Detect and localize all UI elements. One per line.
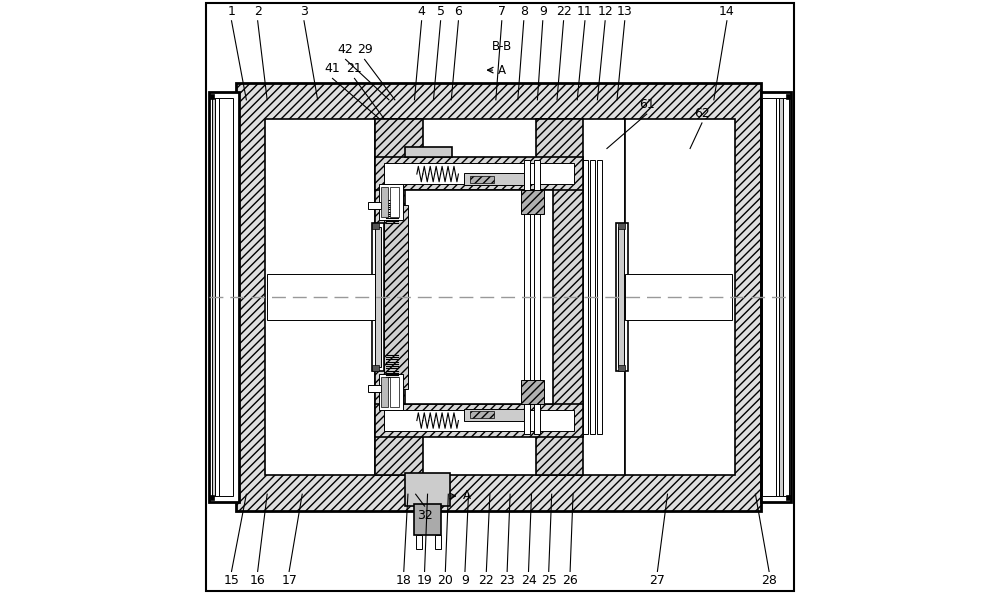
Bar — [375, 157, 583, 190]
Text: 20: 20 — [437, 574, 453, 587]
Text: 25: 25 — [541, 574, 557, 587]
Text: 5: 5 — [437, 5, 445, 18]
Bar — [219, 98, 233, 496]
Bar — [368, 202, 381, 209]
Bar — [236, 83, 761, 511]
Bar — [414, 504, 441, 535]
Bar — [762, 98, 776, 496]
Bar — [267, 274, 375, 320]
Bar — [375, 227, 381, 367]
Bar — [375, 119, 423, 475]
Bar — [786, 94, 790, 99]
Bar — [470, 411, 494, 418]
Bar — [210, 94, 214, 99]
Bar — [618, 365, 625, 371]
Text: B-B: B-B — [492, 40, 512, 53]
Text: 6: 6 — [454, 5, 462, 18]
Bar — [470, 176, 494, 183]
Text: 15: 15 — [224, 574, 239, 587]
Text: 21: 21 — [347, 62, 362, 75]
Bar — [379, 374, 403, 410]
Text: 28: 28 — [761, 574, 777, 587]
Bar — [209, 92, 239, 502]
Bar — [215, 98, 219, 496]
Text: 19: 19 — [417, 574, 432, 587]
Bar — [212, 98, 215, 496]
Text: 7: 7 — [498, 5, 506, 18]
Text: A: A — [463, 489, 471, 503]
Bar — [375, 404, 583, 437]
Text: 12: 12 — [597, 5, 613, 18]
Bar — [381, 187, 388, 217]
Bar — [534, 160, 540, 434]
Bar — [210, 495, 214, 500]
Text: 8: 8 — [520, 5, 528, 18]
Text: 22: 22 — [556, 5, 571, 18]
Bar — [536, 119, 583, 475]
Text: 17: 17 — [281, 574, 297, 587]
Bar — [405, 147, 452, 157]
Bar — [379, 184, 403, 220]
Bar — [464, 409, 524, 421]
Text: 16: 16 — [250, 574, 266, 587]
Text: 26: 26 — [562, 574, 578, 587]
Text: 4: 4 — [418, 5, 426, 18]
Text: 41: 41 — [325, 62, 340, 75]
Text: 9: 9 — [539, 5, 547, 18]
Bar — [368, 385, 381, 392]
Bar — [381, 377, 388, 407]
Bar — [521, 380, 544, 404]
Bar — [625, 274, 732, 320]
Text: 27: 27 — [649, 574, 665, 587]
Bar — [761, 92, 791, 502]
Bar — [779, 98, 783, 496]
Text: 18: 18 — [396, 574, 412, 587]
Text: 62: 62 — [694, 107, 710, 120]
Bar — [372, 223, 384, 371]
Text: 29: 29 — [357, 43, 372, 56]
Bar — [464, 173, 524, 185]
Bar — [521, 190, 544, 214]
Text: 61: 61 — [639, 98, 655, 111]
Bar — [416, 535, 422, 549]
Bar — [783, 98, 789, 496]
Bar — [776, 98, 779, 496]
Bar — [384, 205, 408, 389]
Bar — [583, 160, 588, 434]
Bar — [618, 227, 624, 367]
Text: 11: 11 — [577, 5, 593, 18]
Bar — [618, 223, 625, 229]
Text: 32: 32 — [417, 509, 432, 522]
Bar — [625, 119, 735, 475]
Bar — [372, 223, 379, 229]
Bar — [265, 119, 375, 475]
Text: 3: 3 — [300, 5, 308, 18]
Bar — [372, 365, 379, 371]
Text: 23: 23 — [499, 574, 515, 587]
Bar — [375, 119, 625, 475]
Bar — [390, 377, 399, 407]
Bar — [597, 160, 602, 434]
Bar — [524, 160, 530, 434]
Text: 2: 2 — [254, 5, 262, 18]
Text: 1: 1 — [228, 5, 235, 18]
Bar — [405, 190, 553, 404]
Text: 24: 24 — [521, 574, 536, 587]
Bar — [405, 473, 450, 506]
Bar — [590, 160, 595, 434]
Text: A: A — [498, 64, 506, 77]
Bar — [384, 163, 574, 184]
Text: 9: 9 — [461, 574, 469, 587]
Text: 14: 14 — [719, 5, 735, 18]
Bar — [786, 495, 790, 500]
Text: 22: 22 — [478, 574, 494, 587]
Text: 13: 13 — [617, 5, 633, 18]
Bar — [384, 410, 574, 431]
Text: 42: 42 — [338, 43, 353, 56]
Bar — [390, 187, 399, 217]
Bar — [616, 223, 628, 371]
Bar — [435, 535, 441, 549]
